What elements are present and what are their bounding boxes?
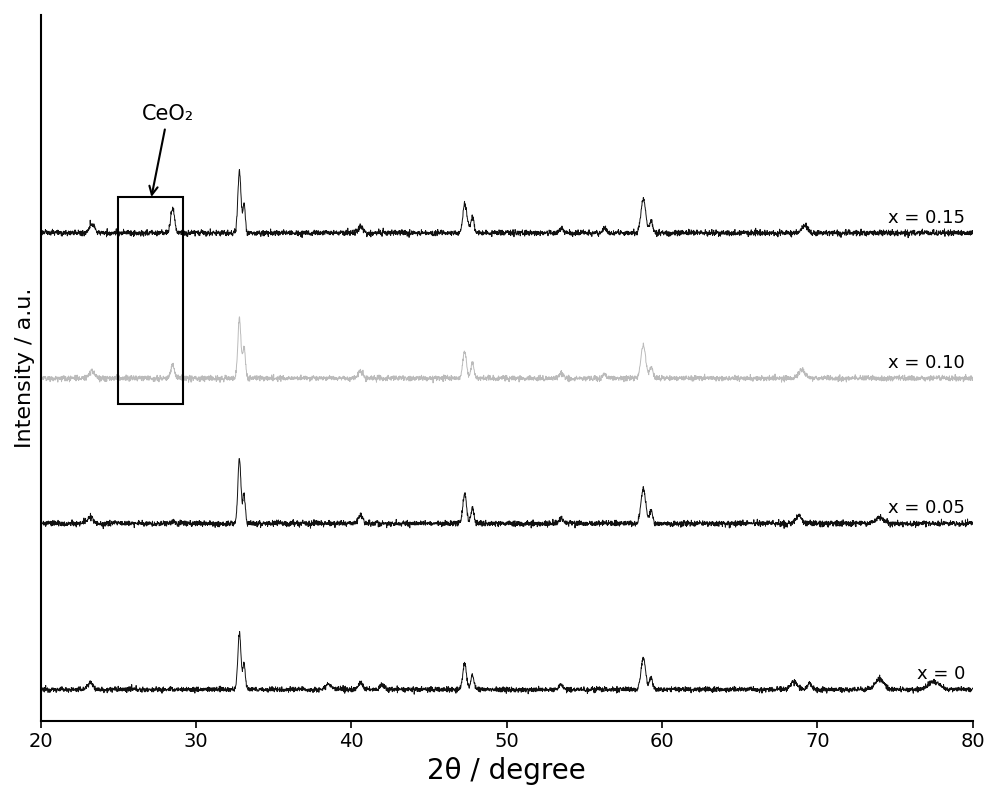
Text: x = 0: x = 0 [917, 666, 965, 683]
Text: CeO₂: CeO₂ [142, 104, 194, 194]
X-axis label: 2θ / degree: 2θ / degree [427, 757, 586, 785]
Y-axis label: Intensity / a.u.: Intensity / a.u. [15, 288, 35, 448]
Text: x = 0.05: x = 0.05 [888, 499, 965, 518]
Bar [118, 197, 183, 404]
Text: x = 0.15: x = 0.15 [888, 209, 965, 226]
Text: x = 0.10: x = 0.10 [888, 354, 965, 372]
